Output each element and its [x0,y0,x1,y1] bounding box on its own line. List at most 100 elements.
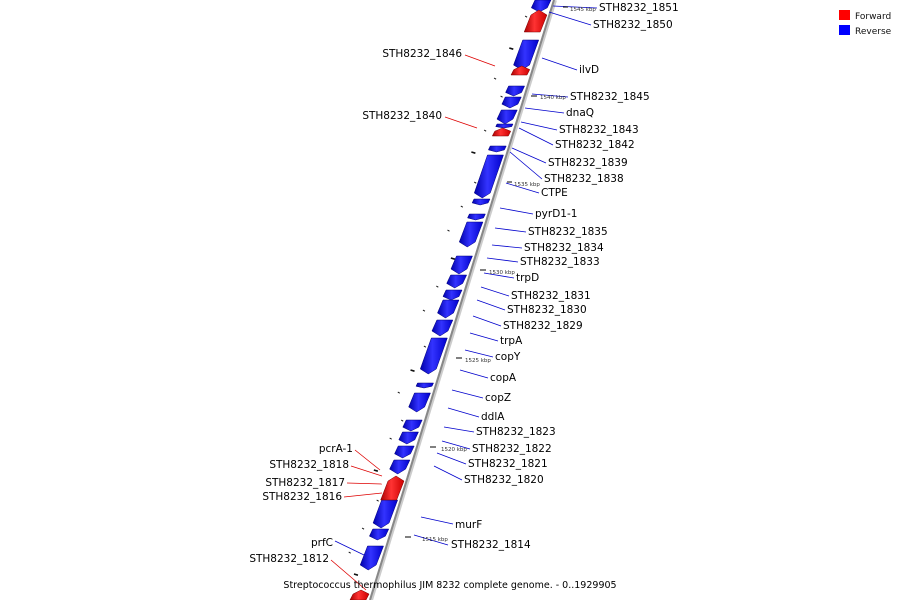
gene-label-STH8232_1850[interactable]: STH8232_1850 [593,19,673,31]
leader-line [531,93,569,98]
legend-reverse-swatch [839,25,850,35]
gene-label-murF[interactable]: murF [455,519,482,531]
background-dash [376,499,379,502]
gene-label-STH8232_1823[interactable]: STH8232_1823 [476,426,556,438]
gene-label-STH8232_1835[interactable]: STH8232_1835 [528,226,608,238]
legend-reverse[interactable]: Reverse [839,25,892,37]
gene-label-STH8232_1839[interactable]: STH8232_1839 [548,157,628,169]
leader-line [451,389,484,399]
legend-forward-label: Forward [855,12,891,22]
reverse-gene-glyph [495,123,514,129]
gene-label-copZ[interactable]: copZ [485,392,511,404]
genome-caption: Streptococcus thermophilus JIM 8232 comp… [283,580,616,591]
reverse-gene-glyph [530,0,552,13]
leader-line [464,349,494,358]
reverse-gene-glyph [496,109,518,125]
leader-lines [330,5,598,591]
reverse-gene-glyph [467,213,486,221]
reverse-gene-glyph [419,337,448,375]
leader-line [541,57,578,71]
gene-label-trpD[interactable]: trpD [516,272,539,284]
gene-label-STH8232_1820[interactable]: STH8232_1820 [464,474,544,486]
gene-label-STH8232_1846[interactable]: STH8232_1846 [382,48,462,60]
background-dash [460,205,464,208]
reverse-gene-glyph [488,145,507,153]
forward-gene-glyph [380,475,405,501]
leader-line [472,315,502,327]
tick-1540: 1540 kbp [531,95,566,101]
reverse-gene-glyph [505,85,526,97]
gene-label-CTPE[interactable]: CTPE [541,187,568,199]
tick-1520: 1520 kbp [430,446,467,453]
svg-text:1535 kbp: 1535 kbp [514,182,540,188]
leader-line [413,534,449,546]
reverse-gene-glyph [359,545,384,571]
gene-label-STH8232_1831[interactable]: STH8232_1831 [511,290,591,302]
leader-line [548,11,592,26]
leader-line [524,107,565,114]
forward-gene-glyph [510,65,531,76]
gene-label-STH8232_1814[interactable]: STH8232_1814 [451,539,531,551]
gene-label-ddlA[interactable]: ddlA [481,411,505,423]
reverse-gene-glyph [446,274,468,289]
leader-line [447,407,480,418]
gene-label-STH8232_1821[interactable]: STH8232_1821 [468,458,548,470]
gene-label-pcrA-1[interactable]: pcrA-1 [319,443,353,455]
tick-1515: 1515 kbp [405,536,448,543]
svg-text:1545 kbp: 1545 kbp [570,7,596,13]
background-dash [389,437,392,440]
background-dash [361,527,365,530]
background-dash [423,345,427,348]
gene-label-copA[interactable]: copA [490,372,517,384]
gene-label-prfC[interactable]: prfC [311,537,333,549]
leader-line [444,116,478,129]
leader-line [436,452,467,465]
gene-label-trpA[interactable]: trpA [500,335,523,347]
leader-line [491,244,523,249]
legend-forward-swatch [839,10,850,20]
gene-label-STH8232_1845[interactable]: STH8232_1845 [570,91,650,103]
gene-label-pyrD1-1[interactable]: pyrD1-1 [535,208,577,220]
reverse-gene-glyph [389,459,411,475]
gene-label-STH8232_1851[interactable]: STH8232_1851 [599,2,679,14]
background-dash [473,181,477,184]
gene-label-STH8232_1843[interactable]: STH8232_1843 [559,124,639,136]
gene-label-copY[interactable]: copY [495,351,521,363]
gene-label-STH8232_1833[interactable]: STH8232_1833 [520,256,600,268]
reverse-gene-glyph [415,382,434,389]
forward-gene-glyph [491,127,512,137]
gene-label-STH8232_1842[interactable]: STH8232_1842 [555,139,635,151]
svg-text:1520 kbp: 1520 kbp [441,447,467,453]
leader-line [464,54,496,67]
gene-label-ilvD[interactable]: ilvD [579,64,599,76]
background-dash [436,285,439,288]
leader-line [346,482,383,485]
gene-label-STH8232_1840[interactable]: STH8232_1840 [362,110,442,122]
legend-reverse-label: Reverse [855,27,892,37]
gene-label-STH8232_1818[interactable]: STH8232_1818 [269,459,349,471]
gene-label-STH8232_1822[interactable]: STH8232_1822 [472,443,552,455]
reverse-gene-glyph [442,289,463,301]
background-dash [500,95,503,98]
background-dash [450,257,456,260]
gene-label-STH8232_1812[interactable]: STH8232_1812 [249,553,329,565]
background-dash [493,77,497,80]
gene-label-STH8232_1834[interactable]: STH8232_1834 [524,242,604,254]
leader-line [509,151,543,180]
legend-forward[interactable]: Forward [839,10,891,22]
background-dash [524,15,528,18]
svg-text:1540 kbp: 1540 kbp [540,95,566,101]
gene-label-STH8232_1829[interactable]: STH8232_1829 [503,320,583,332]
tick-1535: 1535 kbp [507,181,540,188]
reverse-gene-glyph [398,431,419,445]
gene-label-STH8232_1830[interactable]: STH8232_1830 [507,304,587,316]
gene-label-STH8232_1817[interactable]: STH8232_1817 [265,477,345,489]
background-dash [422,309,426,312]
gene-label-STH8232_1838[interactable]: STH8232_1838 [544,173,624,185]
leader-line [469,332,499,342]
background-dash [397,391,401,394]
forward-gene-glyph [349,589,370,600]
gene-label-dnaQ[interactable]: dnaQ [566,107,594,119]
gene-label-STH8232_1816[interactable]: STH8232_1816 [262,491,342,503]
